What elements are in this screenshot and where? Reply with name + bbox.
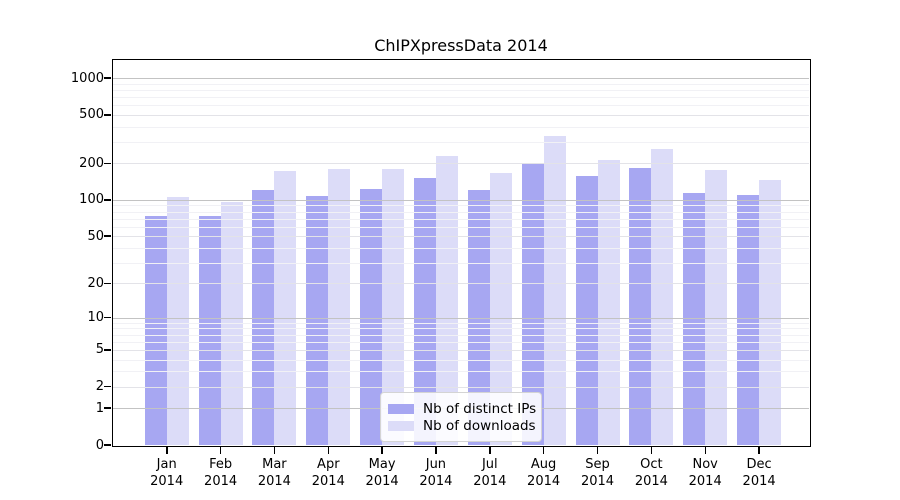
bar-distinct-ips-may [360, 189, 383, 445]
legend-entry-distinct-ips: Nb of distinct IPs [388, 400, 537, 417]
bar-downloads-dec [759, 180, 782, 445]
y-tick-label: 2 [95, 379, 104, 395]
y-tick-mark [104, 349, 111, 351]
bar-downloads-feb [220, 201, 243, 445]
bar-distinct-ips-mar [252, 189, 275, 445]
y-tick-mark [104, 282, 111, 284]
bar-distinct-ips-jul [467, 189, 490, 445]
x-tick-label-jul: Jul 2014 [473, 457, 507, 489]
legend-swatch-distinct-ips [388, 403, 414, 414]
x-tick-mark [381, 446, 383, 454]
gridline-minor [113, 89, 809, 91]
gridline-major [113, 78, 809, 79]
x-tick-label-jan: Jan 2014 [150, 457, 184, 489]
bar-downloads-may [382, 168, 405, 445]
bar-downloads-apr [328, 168, 351, 445]
y-tick-label: 1000 [70, 70, 104, 86]
bar-distinct-ips-jun [413, 177, 436, 445]
bar-downloads-mar [274, 170, 297, 445]
y-tick-label: 100 [79, 192, 104, 208]
x-tick-label-oct: Oct 2014 [634, 457, 668, 489]
x-tick-mark [489, 446, 491, 454]
x-tick-label-aug: Aug 2014 [527, 457, 561, 489]
bar-distinct-ips-oct [629, 167, 652, 445]
x-tick-label-mar: Mar 2014 [257, 457, 291, 489]
x-tick-mark [704, 446, 706, 454]
legend: Nb of distinct IPs Nb of downloads [380, 392, 542, 442]
bar-distinct-ips-dec [737, 194, 760, 445]
legend-entry-downloads: Nb of downloads [388, 417, 536, 434]
x-tick-label-apr: Apr 2014 [311, 457, 345, 489]
gridline-minor [113, 126, 809, 128]
y-tick-mark [104, 316, 111, 319]
y-tick-label: 0 [95, 437, 104, 453]
gridline-minor [113, 83, 809, 85]
bar-distinct-ips-jan [144, 215, 167, 445]
gridline [113, 114, 809, 116]
y-tick-mark [104, 199, 111, 201]
x-tick-mark [435, 446, 437, 454]
y-tick-mark [104, 407, 111, 409]
legend-label-downloads: Nb of downloads [423, 417, 536, 434]
legend-label-distinct-ips: Nb of distinct IPs [423, 400, 537, 417]
gridline-minor [113, 105, 809, 107]
y-tick-label: 500 [79, 107, 104, 123]
x-tick-mark [273, 446, 276, 454]
y-tick-label: 5 [95, 342, 104, 358]
y-tick-label: 1 [95, 400, 104, 416]
bar-distinct-ips-sep [575, 175, 598, 445]
x-tick-mark [758, 446, 760, 454]
gridline-minor [113, 141, 809, 143]
y-tick-mark [104, 385, 111, 388]
x-tick-mark [542, 446, 545, 454]
x-tick-mark [327, 446, 329, 454]
bar-downloads-jun [435, 155, 458, 445]
y-tick-mark [104, 444, 111, 446]
x-tick-label-feb: Feb 2014 [204, 457, 238, 489]
bar-downloads-oct [651, 149, 674, 445]
y-tick-label: 20 [87, 275, 104, 291]
bar-distinct-ips-feb [198, 215, 221, 445]
y-tick-mark [104, 77, 111, 79]
y-tick-mark [104, 114, 111, 116]
x-tick-label-jun: Jun 2014 [419, 457, 453, 489]
x-tick-label-nov: Nov 2014 [688, 457, 722, 489]
x-tick-mark [650, 446, 653, 454]
x-tick-mark [596, 446, 599, 454]
x-tick-mark [219, 446, 222, 454]
x-tick-mark [166, 446, 168, 454]
y-tick-mark [104, 162, 111, 165]
y-tick-label: 200 [79, 155, 104, 171]
x-tick-label-sep: Sep 2014 [580, 457, 615, 489]
bar-downloads-jul [489, 172, 512, 445]
x-tick-label-may: May 2014 [365, 457, 399, 489]
bar-distinct-ips-nov [683, 193, 706, 445]
y-tick-label: 50 [87, 228, 104, 244]
x-tick-label-dec: Dec 2014 [742, 457, 776, 489]
bar-distinct-ips-apr [306, 196, 329, 445]
legend-swatch-downloads [388, 420, 414, 431]
y-tick-mark [104, 235, 111, 237]
bar-distinct-ips-aug [521, 164, 544, 445]
bar-downloads-aug [543, 136, 566, 445]
bar-downloads-nov [705, 169, 728, 445]
bar-downloads-jan [166, 196, 189, 445]
chart-title: ChIPXpressData 2014 [374, 36, 548, 55]
gridline [113, 163, 809, 165]
plot-area: Nb of distinct IPs Nb of downloads Jan 20… [104, 58, 811, 489]
bar-downloads-sep [597, 160, 620, 445]
gridline-minor [113, 97, 809, 98]
y-tick-label: 10 [87, 310, 104, 326]
